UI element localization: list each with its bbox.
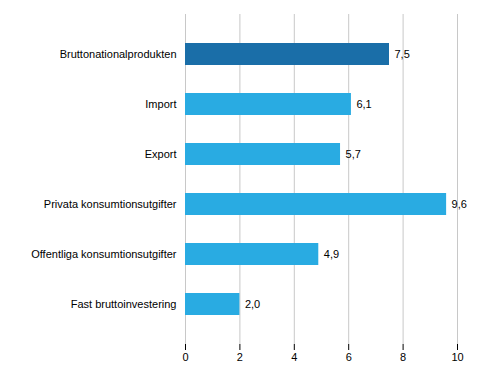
svg-text:8: 8 — [400, 351, 406, 363]
svg-text:10: 10 — [451, 351, 463, 363]
svg-text:5,7: 5,7 — [346, 148, 361, 160]
svg-text:Privata konsumtionsutgifter: Privata konsumtionsutgifter — [44, 198, 177, 210]
svg-text:0: 0 — [182, 351, 188, 363]
svg-text:9,6: 9,6 — [452, 198, 467, 210]
svg-text:Import: Import — [145, 98, 176, 110]
svg-text:2: 2 — [237, 351, 243, 363]
svg-text:Fast bruttoinvestering: Fast bruttoinvestering — [71, 298, 177, 310]
svg-text:7,5: 7,5 — [395, 48, 410, 60]
svg-text:Bruttonationalprodukten: Bruttonationalprodukten — [60, 48, 177, 60]
svg-text:4: 4 — [291, 351, 297, 363]
svg-text:6,1: 6,1 — [356, 98, 371, 110]
svg-text:6: 6 — [346, 351, 352, 363]
svg-text:4,9: 4,9 — [324, 248, 339, 260]
svg-text:Export: Export — [145, 148, 177, 160]
svg-text:Offentliga konsumtionsutgifter: Offentliga konsumtionsutgifter — [31, 248, 177, 260]
svg-text:2,0: 2,0 — [245, 298, 260, 310]
